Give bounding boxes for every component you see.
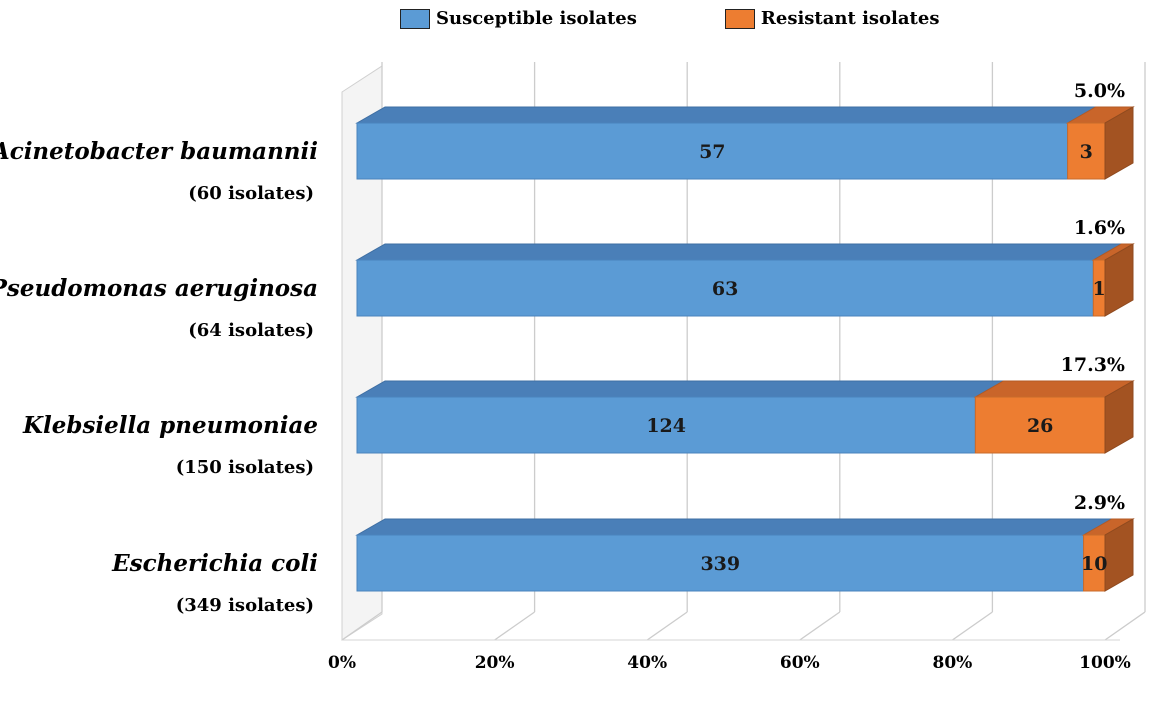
bar-susceptible-top (355, 106, 1098, 124)
category-isolates-label: (60 isolates) (188, 183, 314, 204)
data-label-resistant: 3 (1080, 141, 1093, 163)
x-tick-label: 100% (1079, 653, 1131, 673)
resistance-percent-label: 17.3% (1061, 354, 1125, 376)
bar-susceptible (356, 534, 1085, 592)
gridline-floor-5 (1104, 611, 1146, 641)
category-isolates-label: (349 isolates) (176, 595, 314, 616)
resistance-percent-label: 2.9% (1074, 492, 1125, 514)
category-label: Klebsiella pneumoniae (22, 412, 318, 439)
category-label: Acinetobacter baumannii (0, 138, 318, 165)
data-label-susceptible: 124 (646, 415, 686, 437)
category-label: Pseudomonas aeruginosa (0, 275, 318, 302)
bar-resistant-side (1104, 243, 1134, 317)
bar-susceptible-top (355, 380, 1006, 398)
legend-label-susceptible: Susceptible isolates (436, 8, 637, 29)
gridline-floor-3 (799, 611, 841, 641)
bar-resistant (1067, 122, 1106, 180)
bar-resistant-side (1104, 518, 1134, 592)
gridline-floor-2 (646, 611, 688, 641)
bar-resistant-side (1104, 380, 1134, 454)
legend-swatch-susceptible (400, 8, 430, 29)
category-isolates-label: (150 isolates) (176, 457, 314, 478)
x-tick-label: 40% (627, 653, 667, 673)
bar-susceptible (356, 122, 1069, 180)
bar-resistant-side (1104, 106, 1134, 180)
resistance-percent-label: 1.6% (1074, 217, 1125, 239)
data-label-resistant: 1 (1093, 278, 1106, 300)
legend-label-resistant: Resistant isolates (760, 8, 940, 29)
data-label-resistant: 26 (1027, 415, 1053, 437)
bar-resistant (974, 396, 1106, 454)
category-isolates-label: (64 isolates) (188, 320, 314, 341)
data-label-susceptible: 339 (700, 553, 740, 575)
legend-item-resistant: Resistant isolates (724, 8, 940, 29)
data-label-resistant: 10 (1081, 553, 1107, 575)
gridline-floor-0 (341, 611, 383, 641)
x-tick-label: 0% (328, 653, 356, 673)
side-wall (341, 65, 383, 641)
bar-susceptible (356, 396, 976, 454)
x-tick-label: 20% (475, 653, 515, 673)
legend-item-susceptible: Susceptible isolates (400, 8, 637, 29)
bar-susceptible-top (355, 243, 1124, 261)
data-label-susceptible: 63 (712, 278, 738, 300)
bar-susceptible (356, 259, 1094, 317)
resistance-percent-label: 5.0% (1074, 80, 1125, 102)
bar-susceptible-top (355, 518, 1114, 536)
data-label-susceptible: 57 (699, 141, 725, 163)
category-label: Escherichia coli (111, 550, 318, 577)
gridline-floor-4 (952, 611, 993, 641)
gridline-floor-1 (494, 611, 535, 641)
legend: Susceptible isolates Resistant isolates (400, 8, 939, 29)
legend-swatch-resistant (724, 8, 755, 29)
x-tick-label: 60% (780, 653, 820, 673)
x-tick-label: 80% (932, 653, 972, 673)
